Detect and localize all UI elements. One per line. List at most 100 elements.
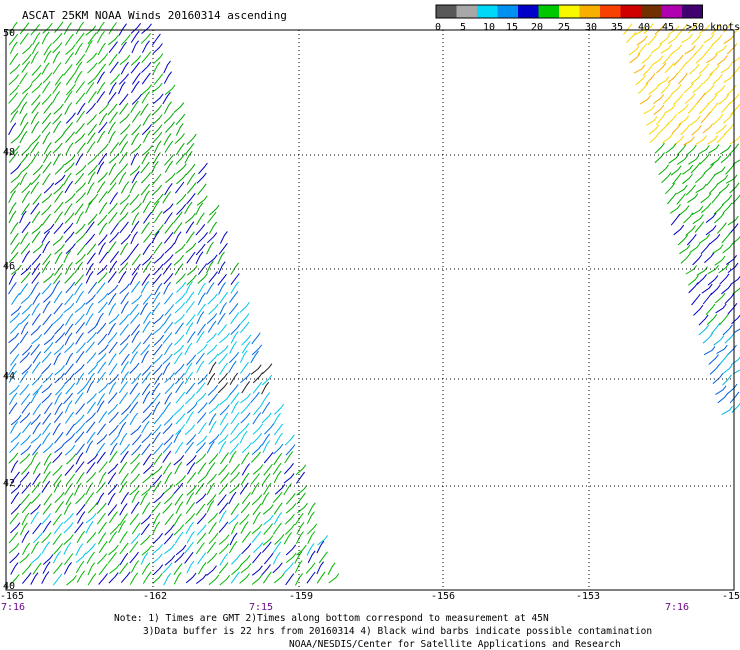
wind-barb xyxy=(186,560,195,574)
wind-barb xyxy=(141,124,152,136)
wind-barb xyxy=(285,444,296,456)
wind-barb xyxy=(185,242,197,254)
wind-barb xyxy=(231,553,241,565)
wind-barb xyxy=(96,63,106,76)
wind-barb xyxy=(142,200,152,214)
wind-barb xyxy=(86,551,95,564)
wind-barb xyxy=(19,553,30,564)
wind-barb xyxy=(196,360,205,373)
wind-barb xyxy=(108,511,118,524)
wind-barb xyxy=(700,242,711,255)
wind-barb xyxy=(702,292,713,305)
wind-barb xyxy=(30,553,42,564)
wind-barb xyxy=(43,323,54,335)
wind-barb xyxy=(21,401,31,414)
wind-barb xyxy=(152,273,162,286)
wind-barb xyxy=(85,82,95,95)
wind-barb xyxy=(97,333,108,346)
wind-barb xyxy=(163,101,172,114)
lat-label: 48 xyxy=(3,147,15,158)
wind-barb xyxy=(251,432,263,444)
wind-barb xyxy=(639,94,652,105)
wind-barb xyxy=(162,362,171,375)
wind-barb xyxy=(217,273,227,286)
wind-barb xyxy=(688,275,699,286)
wind-barb xyxy=(708,182,719,194)
wind-barb xyxy=(724,293,735,305)
wind-barb xyxy=(698,103,709,115)
wind-barb xyxy=(219,291,228,304)
wind-barb xyxy=(107,332,118,344)
wind-barb xyxy=(153,282,163,296)
wind-barb xyxy=(693,304,704,316)
wind-barb xyxy=(676,193,686,205)
wind-barb xyxy=(30,414,41,425)
wind-barb xyxy=(64,553,74,565)
wind-barb xyxy=(140,492,148,506)
wind-barb xyxy=(98,411,108,424)
wind-barb xyxy=(662,133,673,144)
wind-barb xyxy=(240,501,251,514)
wind-barb xyxy=(130,30,140,43)
wind-barb xyxy=(130,324,141,336)
wind-barb xyxy=(217,434,229,445)
wind-barb xyxy=(87,124,97,136)
note-line-2: 3)Data buffer is 22 hrs from 20160314 4)… xyxy=(143,626,653,637)
wind-barb xyxy=(240,521,249,534)
wind-barb xyxy=(714,255,726,266)
wind-barb xyxy=(52,464,63,476)
wind-barb xyxy=(195,573,207,584)
wind-barb xyxy=(142,190,150,204)
wind-barb xyxy=(164,372,175,383)
wind-barb xyxy=(174,314,185,325)
wind-barb xyxy=(86,252,96,265)
wind-barb xyxy=(87,164,98,176)
wind-barb xyxy=(130,532,141,545)
wind-barb xyxy=(108,292,117,306)
wind-barb xyxy=(261,433,271,446)
wind-barb xyxy=(64,363,74,376)
wind-barb xyxy=(75,443,85,456)
wind-barb xyxy=(64,400,73,414)
wind-barb xyxy=(30,202,40,215)
wind-barb xyxy=(131,171,140,184)
wind-barb xyxy=(10,172,22,183)
wind-barb xyxy=(32,164,44,176)
wind-barb xyxy=(307,502,316,516)
wind-barb xyxy=(173,211,183,224)
wind-barb xyxy=(54,132,65,144)
wind-barb xyxy=(153,443,164,455)
wind-barb xyxy=(63,302,75,313)
wind-barb xyxy=(185,291,195,304)
wind-barb xyxy=(75,21,84,35)
wind-barb xyxy=(272,562,283,574)
wind-barb xyxy=(726,43,738,55)
wind-barb xyxy=(263,552,274,565)
wind-barb xyxy=(141,255,153,266)
wind-barb xyxy=(142,113,151,126)
wind-barb xyxy=(108,531,117,544)
wind-barb xyxy=(185,322,194,335)
wind-barb xyxy=(130,560,139,573)
wind-barb xyxy=(198,162,208,175)
wind-barb xyxy=(65,142,74,155)
wind-barb xyxy=(131,342,142,354)
wind-barb xyxy=(186,354,197,366)
wind-barb xyxy=(108,381,117,395)
wind-barb xyxy=(208,403,220,414)
wind-barb xyxy=(173,222,183,235)
wind-barb xyxy=(55,332,66,344)
wind-barb xyxy=(96,91,106,104)
wind-barb xyxy=(42,173,51,186)
wind-barb xyxy=(131,330,140,343)
wind-barb xyxy=(152,364,163,376)
wind-barb xyxy=(218,261,226,275)
wind-barb xyxy=(175,501,184,514)
wind-barb xyxy=(130,100,139,114)
wind-barb xyxy=(75,403,85,415)
wind-barb xyxy=(163,434,174,446)
wind-barb xyxy=(129,362,140,374)
wind-barb xyxy=(153,73,164,86)
wind-barb xyxy=(721,364,733,375)
wind-barb xyxy=(206,473,217,485)
